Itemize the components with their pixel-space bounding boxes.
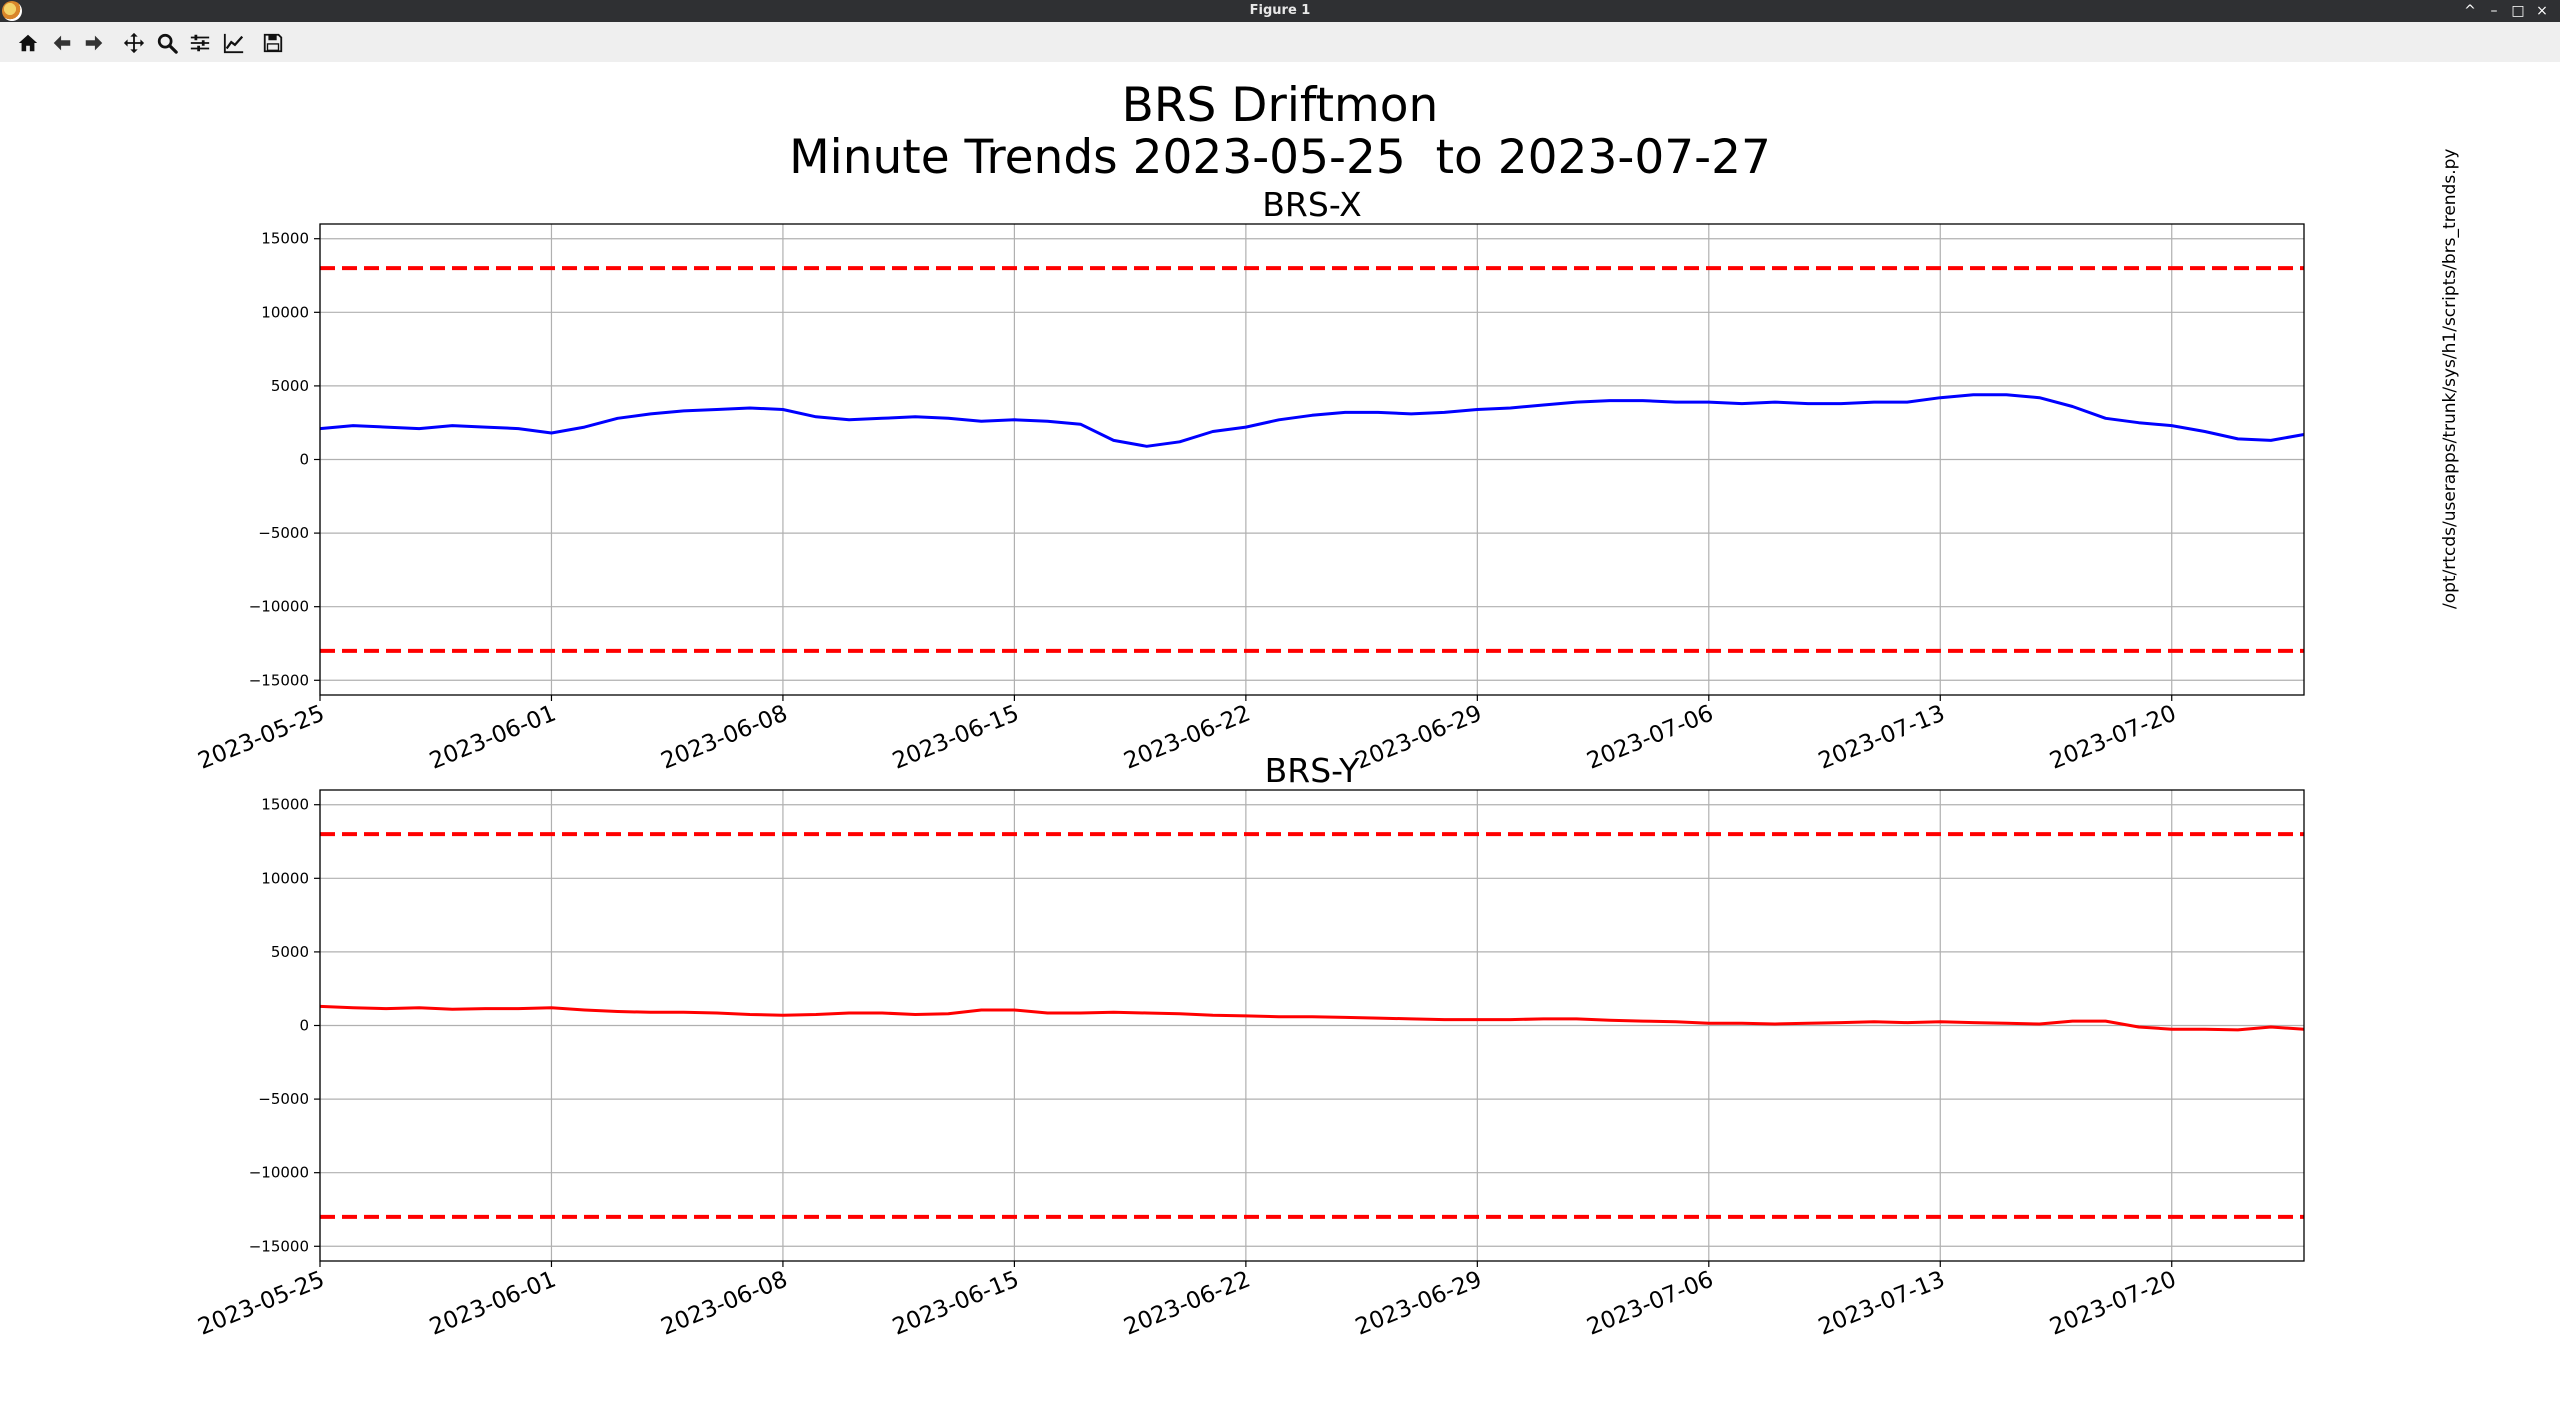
chart2-x-tick-label-8: 2023-07-20 <box>2046 1266 2180 1340</box>
back-button[interactable] <box>48 29 76 57</box>
chart2-x-tick-label-1: 2023-06-01 <box>426 1266 560 1340</box>
chart2-y-tick-label-6: 15000 <box>261 796 309 814</box>
chart2-x-tick-label-3: 2023-06-15 <box>889 1266 1023 1340</box>
save-icon <box>263 33 283 53</box>
charts-svg: BRS-X −15000 −10000 −5000 0 5000 10000 15000 202… <box>195 185 2305 1341</box>
chart1-y-tick-label-0: −15000 <box>249 671 309 689</box>
save-button[interactable] <box>259 29 287 57</box>
chart2-x-tick-label-6: 2023-07-06 <box>1583 1266 1717 1340</box>
chart2-y-tick-label-5: 10000 <box>261 869 309 887</box>
back-icon <box>53 35 71 51</box>
chart2-y-tick-label-3: 0 <box>299 1017 309 1035</box>
chart1-series-line-0 <box>319 393 2305 448</box>
subplots-button[interactable] <box>186 29 214 57</box>
chart1-y-tick-label-4: 5000 <box>271 377 309 395</box>
chart1-x-tick-label-2: 2023-06-08 <box>658 700 792 774</box>
chart1-x-tick-label-5: 2023-06-29 <box>1352 700 1486 774</box>
pan-icon <box>123 32 145 54</box>
window-collapse-button[interactable]: ^ <box>2464 3 2476 19</box>
chart2-x-tick-label-7: 2023-07-13 <box>1815 1266 1949 1340</box>
navigation-toolbar <box>0 22 2560 63</box>
window-minimize-button[interactable]: – <box>2490 3 2498 19</box>
window-titlebar: Figure 1 ^ – □ × <box>0 0 2560 22</box>
chart2-x-tick-label-5: 2023-06-29 <box>1352 1266 1486 1340</box>
axes-icon <box>223 33 244 54</box>
figure-title-line1: BRS Driftmon <box>1121 78 1439 133</box>
chart2-x-tick-label-0: 2023-05-25 <box>195 1266 329 1340</box>
figure-canvas[interactable]: BRS Driftmon Minute Trends 2023-05-25 to… <box>0 62 2560 1409</box>
chart1-x-tick-label-1: 2023-06-01 <box>426 700 560 774</box>
chart1-x-tick-label-3: 2023-06-15 <box>889 700 1023 774</box>
window-maximize-button[interactable]: □ <box>2511 3 2525 19</box>
home-icon <box>18 34 38 52</box>
chart1-y-tick-label-1: −10000 <box>249 598 309 616</box>
figure-title: BRS Driftmon Minute Trends 2023-05-25 to… <box>530 80 2030 184</box>
forward-icon <box>85 35 103 51</box>
chart2-x-tick-label-4: 2023-06-22 <box>1120 1266 1254 1340</box>
chart1-y-tick-label-3: 0 <box>299 451 309 469</box>
chart1-x-tick-label-6: 2023-07-06 <box>1583 700 1717 774</box>
customize-axes-button[interactable] <box>220 29 248 57</box>
window-close-button[interactable]: × <box>2536 3 2548 19</box>
figure-title-line2: Minute Trends 2023-05-25 to 2023-07-27 <box>789 130 1771 185</box>
chart2-x-tick-label-2: 2023-06-08 <box>658 1266 792 1340</box>
chart1-y-tick-label-6: 15000 <box>261 230 309 248</box>
zoom-icon <box>157 33 178 54</box>
chart1-y-tick-label-2: −5000 <box>258 524 309 542</box>
chart1-axes: BRS-X −15000 −10000 −5000 0 5000 10000 15000 202… <box>195 185 2305 775</box>
chart1-x-tick-label-4: 2023-06-22 <box>1120 700 1254 774</box>
chart2-y-tick-label-2: −5000 <box>258 1090 309 1108</box>
subplots-icon <box>190 34 210 52</box>
chart2-series-line-0 <box>319 1004 2305 1032</box>
app-icon <box>2 1 22 21</box>
chart2-y-tick-label-0: −15000 <box>249 1237 309 1255</box>
chart2-y-tick-label-1: −10000 <box>249 1164 309 1182</box>
chart2-title: BRS-Y <box>1265 751 1361 790</box>
pan-button[interactable] <box>120 29 148 57</box>
chart1-title: BRS-X <box>1262 185 1361 224</box>
chart2-y-tick-label-4: 5000 <box>271 943 309 961</box>
window-controls: ^ – □ × <box>2460 1 2552 21</box>
home-button[interactable] <box>14 29 42 57</box>
zoom-button[interactable] <box>153 29 181 57</box>
chart1-x-tick-label-0: 2023-05-25 <box>195 700 329 774</box>
forward-button[interactable] <box>80 29 108 57</box>
chart1-x-tick-label-8: 2023-07-20 <box>2046 700 2180 774</box>
chart1-y-tick-label-5: 10000 <box>261 303 309 321</box>
chart2-axes: BRS-Y −15000 −10000 −5000 0 5000 10000 15000 202… <box>195 751 2305 1341</box>
chart1-x-tick-label-7: 2023-07-13 <box>1815 700 1949 774</box>
window-title: Figure 1 <box>1249 3 1311 18</box>
